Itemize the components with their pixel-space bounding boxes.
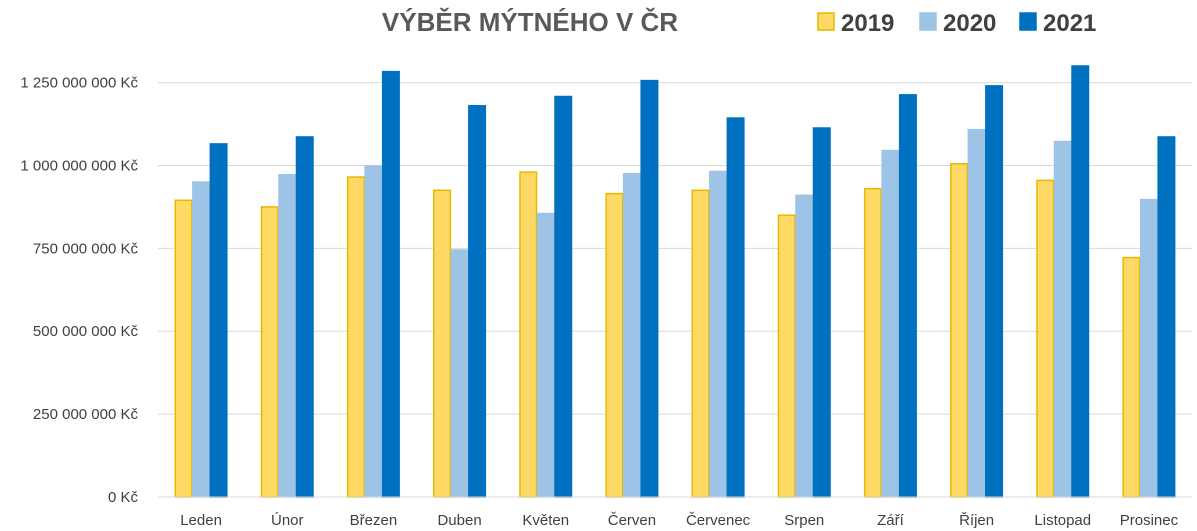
y-tick-label: 0 Kč: [108, 489, 139, 506]
bars: [174, 65, 1176, 498]
x-tick-label: Březen: [350, 512, 398, 529]
legend-swatch-2021: [1019, 12, 1037, 31]
bar-2021-Duben: [468, 105, 487, 498]
chart-title: VÝBĚR MÝTNÉHO V ČR: [382, 7, 678, 37]
bar-2020-Srpen: [795, 194, 814, 498]
bar-2020-Červenec: [709, 170, 728, 498]
bar-2020-Listopad: [1053, 140, 1072, 498]
bar-2020-Červen: [622, 173, 641, 498]
y-tick-label: 750 000 000 Kč: [33, 240, 139, 257]
bar-2019-Březen: [346, 176, 365, 498]
bar-2021-Leden: [209, 143, 228, 498]
legend-swatch-2020: [919, 12, 937, 31]
legend-label-2021: 2021: [1043, 10, 1096, 37]
x-tick-label: Září: [877, 512, 905, 529]
bar-2021-Únor: [295, 136, 314, 498]
bar-2021-Říjen: [985, 85, 1004, 498]
legend: 2019 2020 2021: [817, 10, 1096, 37]
bar-2021-Listopad: [1071, 65, 1090, 498]
bar-2021-Květen: [554, 95, 573, 498]
legend-swatch-2019: [817, 12, 835, 31]
bar-2020-Září: [881, 149, 900, 498]
bar-2019-Únor: [260, 206, 279, 498]
x-axis-tick-labels: Leden Únor Březen Duben Květen Červen Červenec…: [180, 512, 1178, 529]
y-tick-label: 1 000 000 000 Kč: [20, 157, 138, 174]
y-axis-tick-labels: 0 Kč 250 000 000 Kč 500 000 000 Kč 750 000 …: [20, 75, 138, 506]
gridlines: [158, 82, 1192, 415]
bar-2020-Únor: [278, 173, 297, 498]
bar-2019-Srpen: [777, 214, 796, 498]
bar-2019-Prosinec: [1122, 256, 1141, 498]
bar-2021-Červenec: [726, 117, 745, 498]
bar-2020-Březen: [364, 165, 383, 498]
bar-2019-Červenec: [691, 189, 710, 498]
bar-2021-Září: [898, 94, 917, 498]
y-tick-label: 1 250 000 000 Kč: [20, 75, 138, 92]
x-tick-label: Červen: [608, 512, 656, 529]
bar-2019-Květen: [519, 171, 538, 498]
bar-2021-Prosinec: [1157, 136, 1176, 498]
y-tick-label: 500 000 000 Kč: [33, 323, 139, 340]
bar-2020-Prosinec: [1139, 198, 1158, 498]
bar-2019-Duben: [433, 189, 452, 498]
bar-2021-Srpen: [812, 127, 831, 498]
legend-label-2020: 2020: [943, 10, 996, 37]
bar-2020-Říjen: [967, 128, 986, 498]
bar-2019-Červen: [605, 192, 624, 498]
bar-2020-Duben: [450, 249, 469, 498]
bar-2020-Leden: [192, 181, 211, 498]
x-tick-label: Únor: [271, 512, 304, 529]
bar-2019-Září: [863, 187, 882, 498]
x-tick-label: Říjen: [959, 512, 994, 529]
bar-2020-Květen: [536, 212, 555, 498]
x-tick-label: Červenec: [686, 512, 751, 529]
bar-2019-Říjen: [950, 163, 969, 498]
x-tick-label: Prosinec: [1120, 512, 1179, 529]
bar-2019-Listopad: [1036, 179, 1055, 498]
x-tick-label: Listopad: [1034, 512, 1091, 529]
bar-2019-Leden: [174, 199, 193, 498]
x-tick-label: Květen: [522, 512, 569, 529]
y-tick-label: 250 000 000 Kč: [33, 406, 139, 423]
x-tick-label: Duben: [437, 512, 481, 529]
bar-2021-Březen: [381, 70, 400, 498]
bar-2021-Červen: [640, 79, 659, 498]
x-tick-label: Srpen: [784, 512, 824, 529]
x-tick-label: Leden: [180, 512, 222, 529]
legend-label-2019: 2019: [841, 10, 894, 37]
